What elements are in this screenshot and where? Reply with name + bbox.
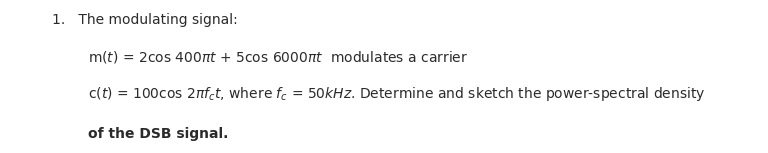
Text: c($t$) = 100cos 2$\pi f_c t$, where $f_c$ = 50$kHz$. Determine and sketch the po: c($t$) = 100cos 2$\pi f_c t$, where $f_c…: [88, 85, 706, 103]
Text: 1.   The modulating signal:: 1. The modulating signal:: [52, 13, 238, 28]
Text: of the DSB signal.: of the DSB signal.: [88, 127, 229, 141]
Text: m($t$) = 2cos 400$\pi t$ + 5cos 6000$\pi t$  modulates a carrier: m($t$) = 2cos 400$\pi t$ + 5cos 6000$\pi…: [88, 49, 468, 65]
